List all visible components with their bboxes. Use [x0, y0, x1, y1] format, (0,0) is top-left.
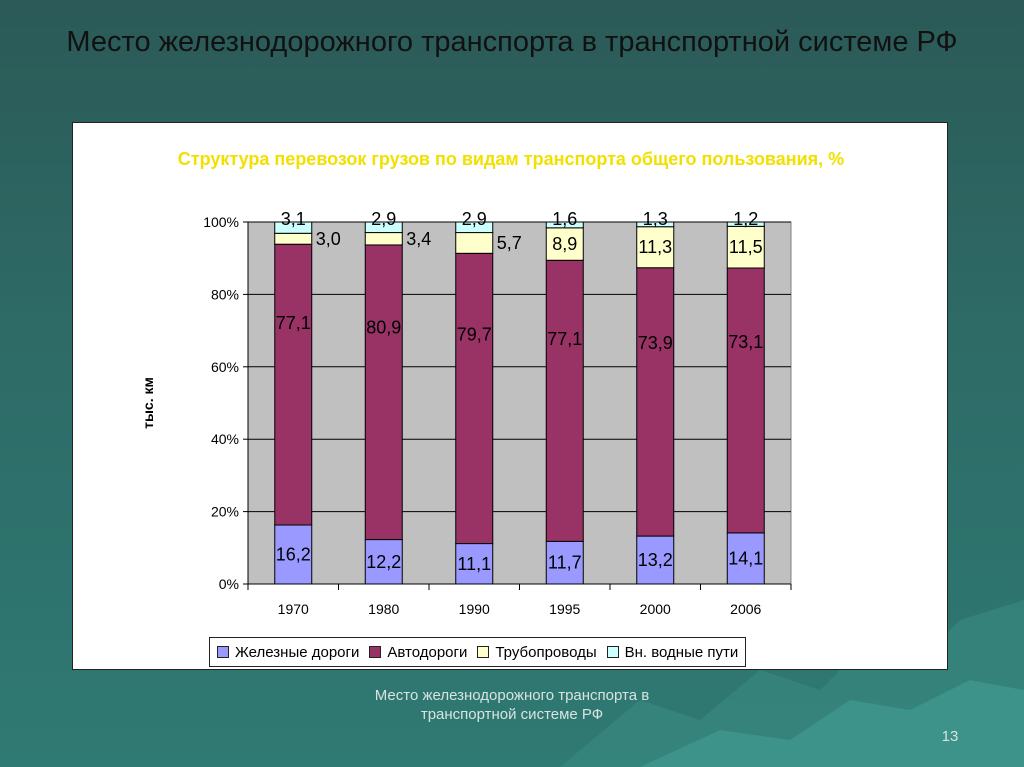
- bar-segment: [455, 232, 494, 254]
- plot-area: [247, 221, 792, 585]
- data-label: 11,3: [638, 237, 672, 257]
- data-label: 3,0: [316, 229, 341, 249]
- bar-segment: [636, 267, 675, 537]
- data-label: 2,9: [371, 209, 396, 229]
- legend-item: Вн. водные пути: [606, 643, 739, 661]
- data-label: 3,4: [406, 229, 431, 249]
- chart-svg: 0% 20% 40% 60% 80% 100% тыс. км 16,2 77,1 3,0 3,1 1…: [140, 209, 792, 617]
- y-tick-label: 60%: [211, 359, 239, 375]
- x-tick-label: 1995: [549, 601, 580, 617]
- y-tick-label: 0%: [219, 576, 239, 592]
- bar-segment: [545, 259, 584, 542]
- y-axis-label: тыс. км: [140, 377, 156, 429]
- data-label: 79,7: [457, 325, 492, 345]
- page-number: 13: [941, 728, 959, 745]
- legend-swatch: [369, 646, 382, 658]
- data-label: 12,2: [366, 552, 401, 572]
- legend-item: Трубопроводы: [477, 643, 597, 661]
- x-tick-label: 2000: [640, 601, 671, 617]
- data-label: 1,6: [552, 209, 577, 229]
- data-label: 77,1: [547, 329, 582, 349]
- data-label: 14,1: [728, 548, 763, 568]
- y-tick-label: 80%: [211, 286, 239, 302]
- x-tick-label: 2006: [730, 601, 761, 617]
- x-tick-label: 1990: [459, 601, 490, 617]
- bar-segment: [726, 221, 765, 227]
- y-tick-label: 20%: [211, 504, 239, 520]
- legend-swatch: [477, 646, 490, 658]
- legend-label: Автодороги: [387, 643, 468, 661]
- data-label: 80,9: [366, 317, 401, 337]
- data-label: 8,9: [552, 234, 577, 254]
- bar-segment: [455, 221, 494, 234]
- x-tick-label: 1970: [278, 601, 309, 617]
- legend-swatch: [606, 646, 619, 658]
- bar-segment: [274, 221, 313, 234]
- data-label: 73,9: [638, 333, 673, 353]
- bar-segment: [636, 535, 675, 585]
- legend-label: Вн. водные пути: [624, 643, 739, 661]
- y-tick-label: 100%: [203, 214, 239, 230]
- bar-segment: [545, 221, 584, 229]
- chart-legend: Железные дороги Автодороги Трубопроводы Вн.…: [209, 637, 747, 667]
- data-label: 11,1: [457, 554, 491, 574]
- bar-segment: [726, 532, 765, 585]
- legend-label: Трубопроводы: [495, 643, 597, 661]
- bar-segment: [636, 221, 675, 228]
- data-label: 73,1: [728, 332, 763, 352]
- legend-label: Железные дороги: [235, 643, 360, 661]
- bar-segment: [364, 232, 403, 246]
- x-tick-label: 1980: [368, 601, 399, 617]
- bar-segment: [636, 226, 675, 269]
- bar-segment: [455, 543, 494, 585]
- data-label: 1,3: [643, 209, 668, 229]
- data-label: 16,2: [276, 545, 311, 565]
- bar-segment: [726, 225, 765, 269]
- bar-segment: [364, 244, 403, 541]
- bar-segment: [545, 227, 584, 261]
- legend-swatch: [217, 646, 229, 658]
- data-label: 77,1: [276, 313, 311, 333]
- chart-frame: Структура перевозок грузов по видам тран…: [72, 122, 948, 670]
- data-label: 2,9: [462, 209, 487, 229]
- bar-segment: [364, 221, 403, 234]
- slide-footer: Место железнодорожного транспорта в тран…: [374, 687, 650, 723]
- legend-item: Автодороги: [369, 644, 467, 661]
- bar-segment: [545, 540, 584, 585]
- data-label: 5,7: [497, 233, 522, 253]
- bar-segment: [455, 252, 494, 545]
- legend-item: Железные дороги: [217, 644, 359, 661]
- bar-segment: [726, 267, 765, 534]
- data-label: 3,1: [281, 209, 306, 229]
- y-tick-label: 40%: [211, 431, 239, 447]
- bar-segment: [274, 243, 313, 526]
- bar-segment: [274, 232, 313, 245]
- slide-title: Место железнодорожного транспорта в тран…: [66, 26, 958, 58]
- data-label: 11,7: [548, 553, 582, 573]
- data-label: 1,2: [733, 209, 758, 229]
- data-label: 13,2: [638, 550, 673, 570]
- bar-segment: [274, 524, 313, 585]
- data-label: 11,5: [729, 237, 763, 257]
- chart-title: Структура перевозок грузов по видам тран…: [177, 149, 845, 169]
